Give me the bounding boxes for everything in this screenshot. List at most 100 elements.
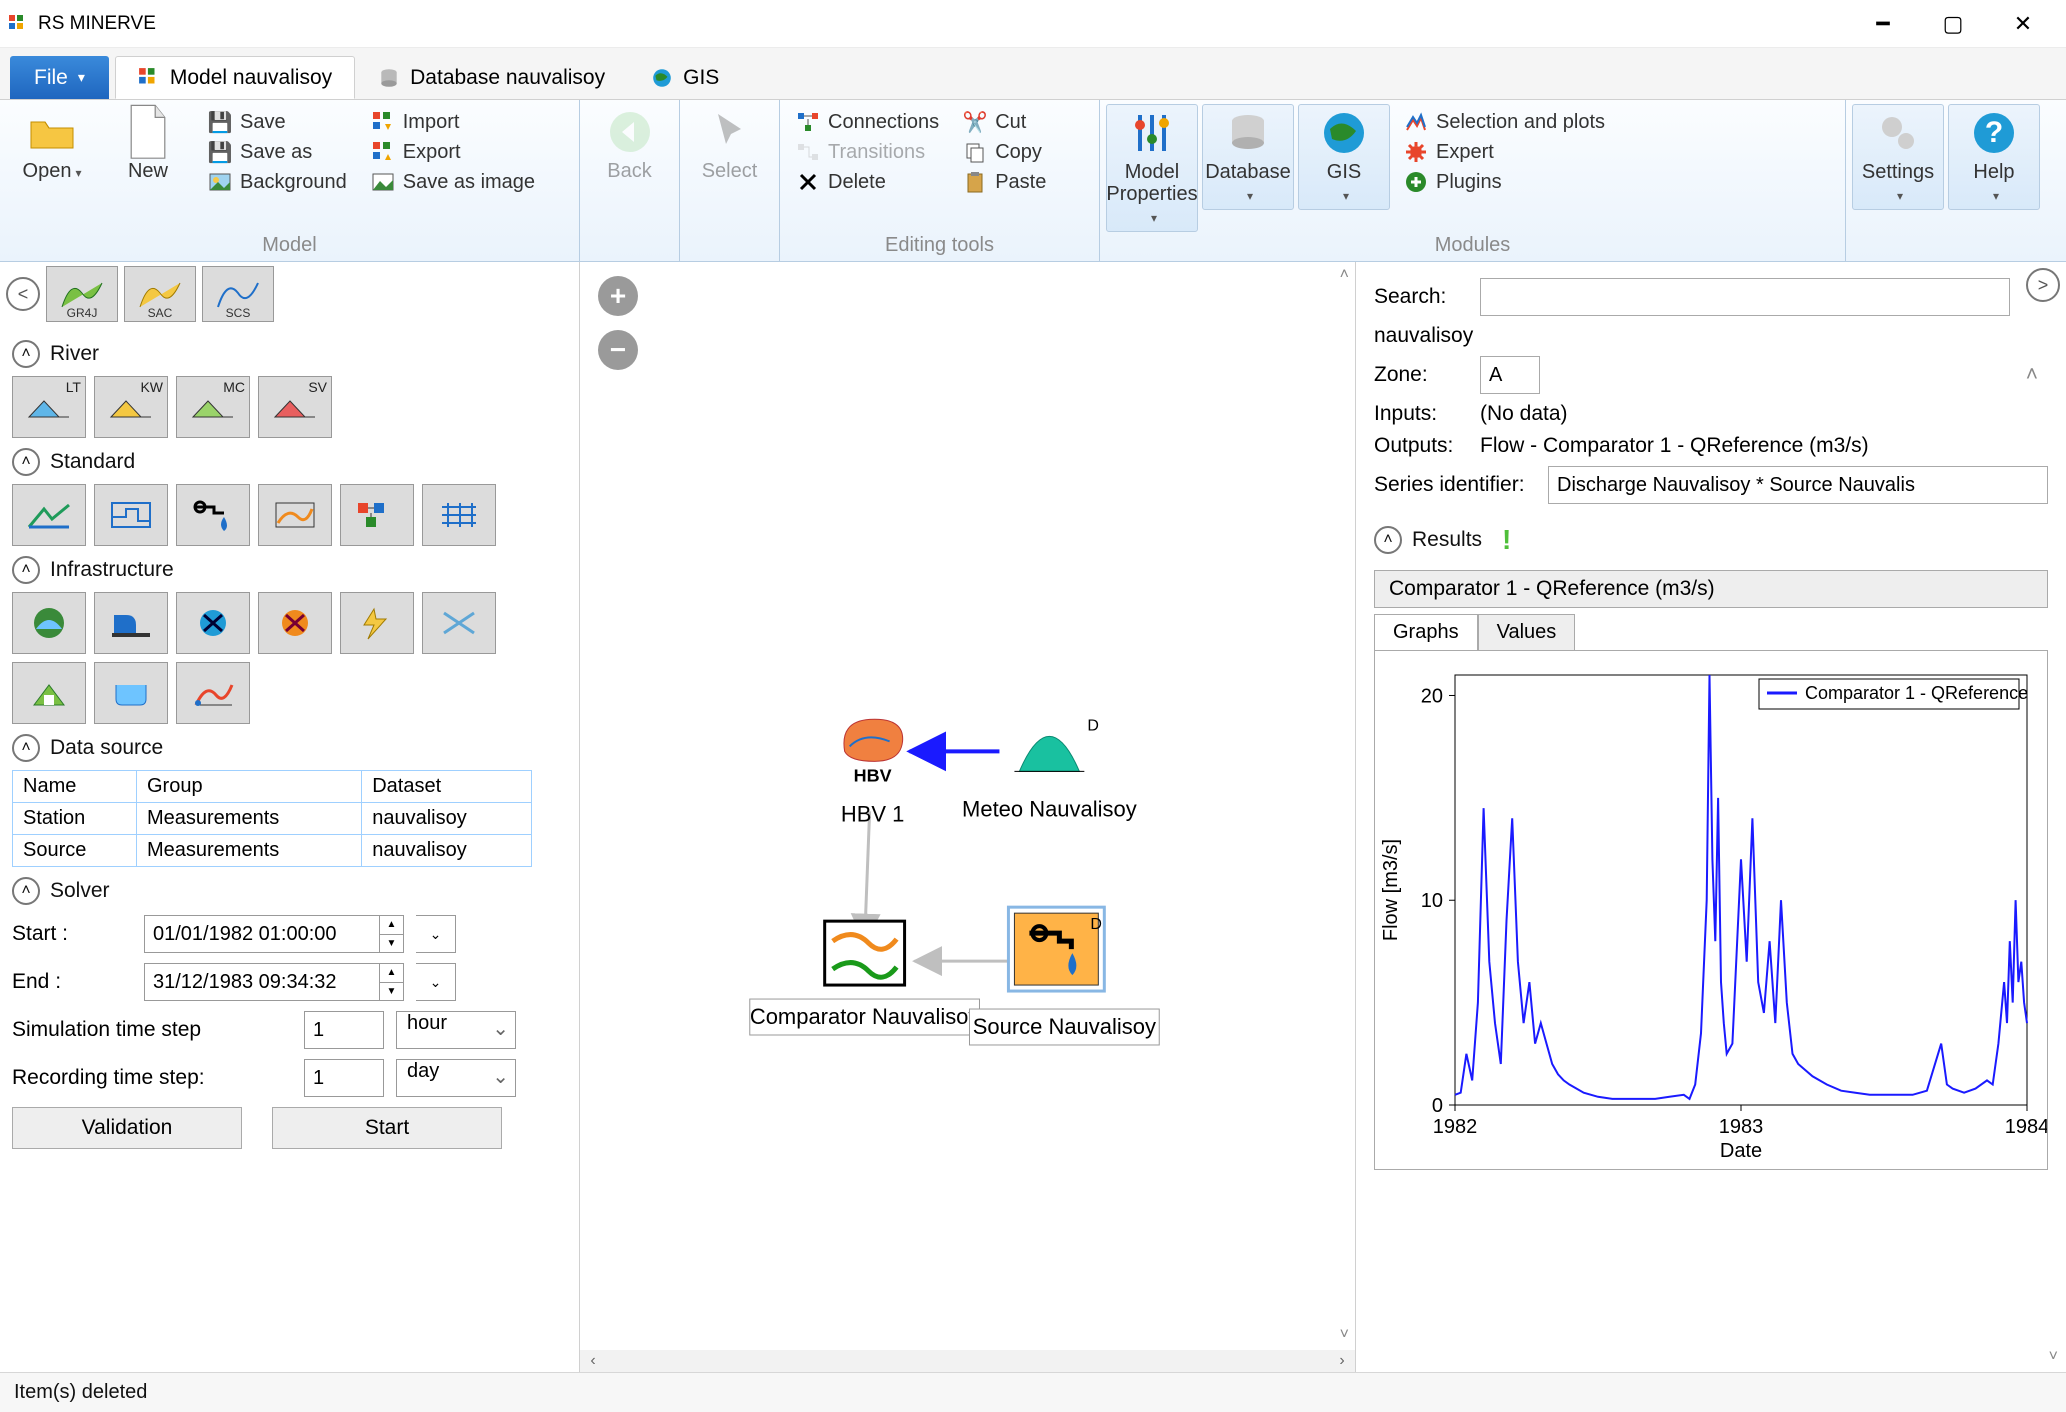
pane-scroll-down[interactable]: ˅	[2049, 1348, 2058, 1366]
file-menu-button[interactable]: File	[10, 56, 109, 99]
section-solver-header[interactable]: ˄Solver	[12, 877, 567, 905]
solver-start-button[interactable]: Start	[272, 1107, 502, 1149]
copy-button[interactable]: Copy	[959, 138, 1050, 166]
toolbox-tile[interactable]	[94, 662, 168, 724]
zone-input[interactable]	[1480, 356, 1540, 394]
background-button[interactable]: Background	[204, 168, 351, 196]
tab-values[interactable]: Values	[1478, 614, 1576, 650]
carousel-next-button[interactable]: >	[2026, 268, 2060, 302]
toolbox-tile-gr4j[interactable]: GR4J	[46, 266, 118, 322]
toolbox-tile-sac[interactable]: SAC	[124, 266, 196, 322]
new-file-icon	[124, 108, 172, 156]
rec-step-input[interactable]	[304, 1059, 384, 1097]
tab-database[interactable]: Database nauvalisoy	[355, 56, 628, 99]
gis-module-button[interactable]: GIS	[1298, 104, 1390, 210]
select-button[interactable]: Select	[686, 104, 773, 186]
table-row[interactable]: StationMeasurementsnauvalisoy	[13, 803, 532, 835]
tab-gis[interactable]: GIS	[628, 56, 742, 99]
result-name-box: Comparator 1 - QReference (m3/s)	[1374, 570, 2048, 608]
toolbox-tile[interactable]	[422, 592, 496, 654]
status-text: Item(s) deleted	[14, 1381, 147, 1404]
gears-icon	[1874, 109, 1922, 157]
rec-step-unit-select[interactable]: day	[396, 1059, 516, 1097]
toolbox-tile[interactable]	[258, 484, 332, 546]
toolbox-tile[interactable]	[176, 484, 250, 546]
cut-button[interactable]: ✂️Cut	[959, 108, 1050, 136]
tab-graphs[interactable]: Graphs	[1374, 614, 1478, 650]
solver-end-input[interactable]	[144, 963, 380, 1001]
section-infra-header[interactable]: ˄Infrastructure	[12, 556, 567, 584]
plugins-button[interactable]: Plugins	[1400, 168, 1609, 196]
toolbox-tile[interactable]: SV	[258, 376, 332, 438]
toolbox-tile[interactable]	[12, 592, 86, 654]
canvas-pane[interactable]: + − ˄ ˅ HBV HBV 1	[580, 262, 1356, 1372]
window-maximize-button[interactable]: ▢	[1918, 0, 1988, 48]
table-row[interactable]: SourceMeasurementsnauvalisoy	[13, 835, 532, 867]
canvas-svg: HBV HBV 1 D Meteo Nauvalisoy Comparator …	[580, 262, 1355, 1311]
toolbox-tile[interactable]	[422, 484, 496, 546]
database-module-button[interactable]: Database	[1202, 104, 1294, 210]
toolbox-tile[interactable]: MC	[176, 376, 250, 438]
toolbox-tile[interactable]	[94, 592, 168, 654]
section-river-header[interactable]: ˄River	[12, 340, 567, 368]
window-minimize-button[interactable]: ━	[1848, 0, 1918, 48]
tab-model[interactable]: Model nauvalisoy	[115, 56, 355, 99]
window-close-button[interactable]: ✕	[1988, 0, 2058, 48]
validation-button[interactable]: Validation	[12, 1107, 242, 1149]
carousel-prev-button[interactable]: <	[6, 277, 40, 311]
selection-plots-button[interactable]: Selection and plots	[1400, 108, 1609, 136]
delete-icon	[796, 170, 820, 194]
toolbox-tile[interactable]	[258, 592, 332, 654]
transitions-icon	[796, 140, 820, 164]
toolbox-tile[interactable]	[340, 484, 414, 546]
expert-button[interactable]: Expert	[1400, 138, 1609, 166]
toolbox-tile[interactable]	[12, 484, 86, 546]
settings-button[interactable]: Settings	[1852, 104, 1944, 210]
section-datasource-header[interactable]: ˄Data source	[12, 734, 567, 762]
inputs-label: Inputs:	[1374, 402, 1466, 426]
solver-start-picker[interactable]: ⌄	[416, 915, 456, 953]
back-button[interactable]: Back	[586, 104, 673, 186]
toolbox-tile[interactable]	[94, 484, 168, 546]
solver-end-picker[interactable]: ⌄	[416, 963, 456, 1001]
tab-database-label: Database nauvalisoy	[410, 66, 605, 90]
ribbon-group-editing-label: Editing tools	[786, 232, 1093, 261]
series-input[interactable]	[1548, 466, 2048, 504]
toolbox-tile[interactable]	[340, 592, 414, 654]
paste-button[interactable]: Paste	[959, 168, 1050, 196]
toolbox-tile[interactable]: KW	[94, 376, 168, 438]
toolbox-tile[interactable]: LT	[12, 376, 86, 438]
solver-start-input[interactable]	[144, 915, 380, 953]
section-standard-header[interactable]: ˄Standard	[12, 448, 567, 476]
connections-button[interactable]: Connections	[792, 108, 943, 136]
svg-text:1984: 1984	[2005, 1116, 2047, 1138]
canvas-scrollbar-horizontal[interactable]: ‹›	[580, 1350, 1355, 1372]
tab-model-label: Model nauvalisoy	[170, 66, 332, 90]
toolbox-tile[interactable]	[176, 592, 250, 654]
svg-text:1982: 1982	[1433, 1116, 1478, 1138]
save-image-button[interactable]: Save as image	[367, 168, 539, 196]
paste-icon	[963, 170, 987, 194]
delete-button[interactable]: Delete	[792, 168, 943, 196]
svg-text:HBV: HBV	[854, 765, 892, 785]
toolbox-tile[interactable]	[12, 662, 86, 724]
help-button[interactable]: ? Help	[1948, 104, 2040, 210]
open-button[interactable]: Open	[6, 104, 98, 186]
sim-step-unit-select[interactable]: hour	[396, 1011, 516, 1049]
search-input[interactable]	[1480, 278, 2010, 316]
save-image-icon	[371, 170, 395, 194]
canvas-scroll-down[interactable]: ˅	[1340, 1326, 1349, 1344]
model-properties-button[interactable]: Model Properties	[1106, 104, 1198, 232]
import-button[interactable]: Import	[367, 108, 539, 136]
toolbox-tile[interactable]	[176, 662, 250, 724]
new-button[interactable]: New	[102, 104, 194, 186]
save-button[interactable]: 💾Save	[204, 108, 351, 136]
save-as-button[interactable]: 💾Save as	[204, 138, 351, 166]
scissors-icon: ✂️	[963, 110, 987, 134]
sim-step-input[interactable]	[304, 1011, 384, 1049]
export-button[interactable]: Export	[367, 138, 539, 166]
ribbon-group-modules-label: Modules	[1106, 232, 1839, 261]
transitions-button[interactable]: Transitions	[792, 138, 943, 166]
collapse-up-icon[interactable]: ˄	[2026, 363, 2038, 387]
toolbox-tile-scs[interactable]: SCS	[202, 266, 274, 322]
